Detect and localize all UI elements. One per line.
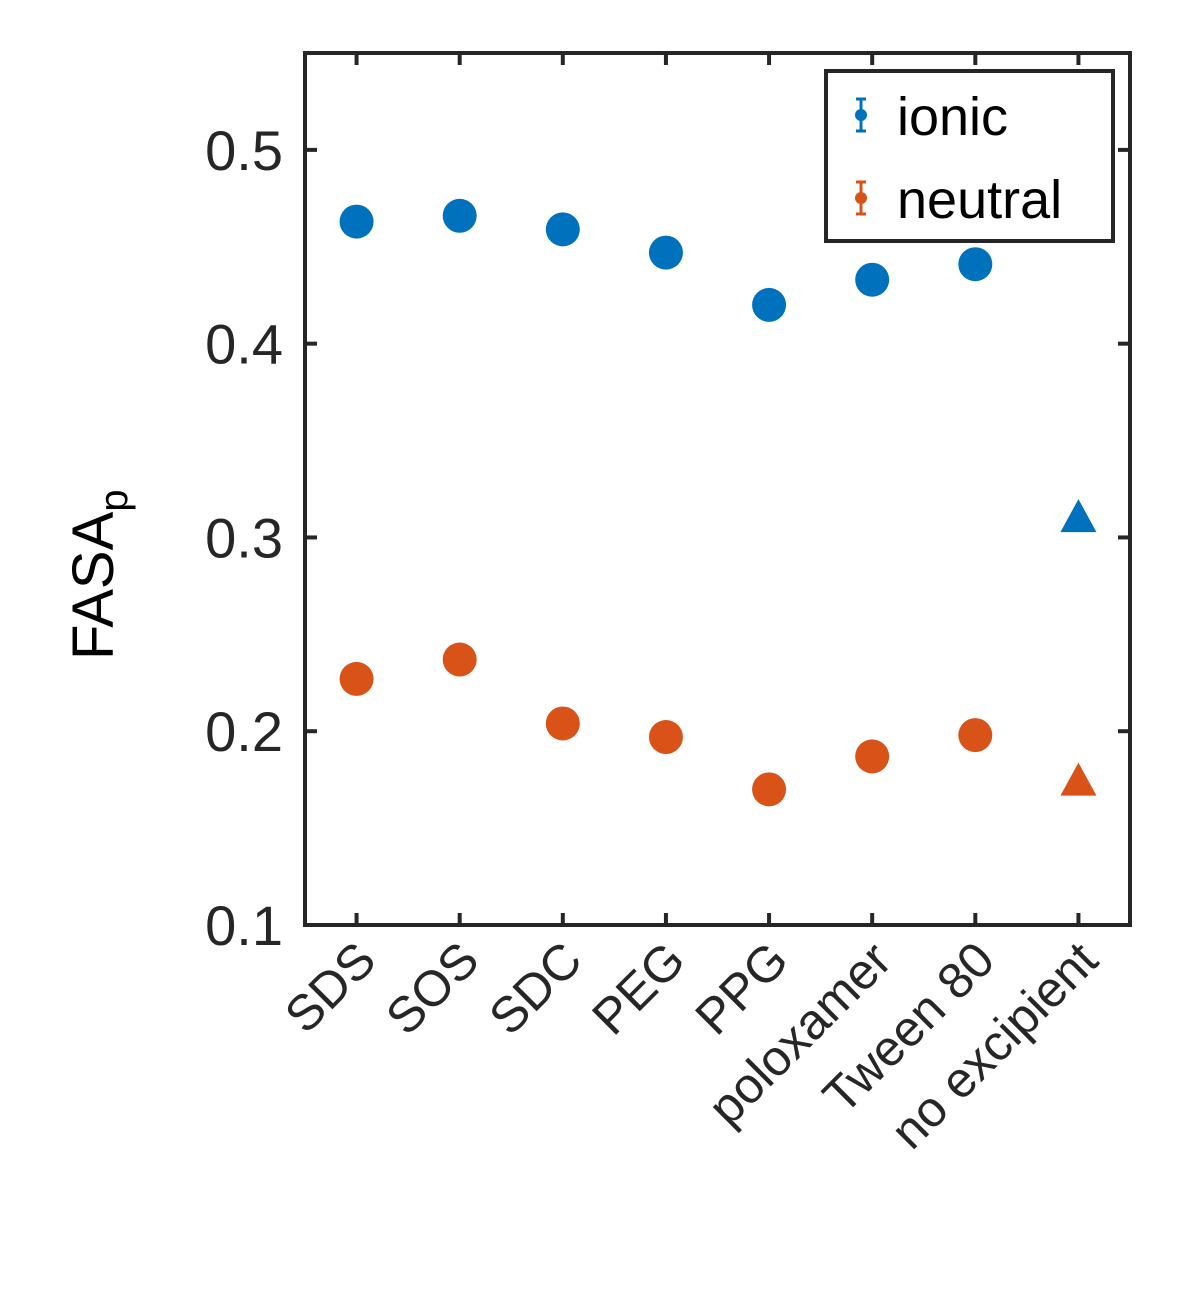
- ionic-point-sdc: [545, 212, 580, 247]
- neutral-point-tween-80: [958, 718, 993, 753]
- data-marks: [339, 198, 1097, 807]
- legend: ionic neutral: [824, 69, 1115, 243]
- legend-label-ionic: ionic: [897, 87, 1008, 147]
- neutral-point-no-excipient: [1060, 762, 1097, 796]
- legend-marker-icon: [855, 109, 867, 121]
- legend-label-neutral: neutral: [897, 170, 1062, 230]
- y-tick-label: 0.3: [205, 506, 283, 569]
- x-tick-label: PEG: [581, 931, 695, 1045]
- ionic-point-no-excipient: [1060, 499, 1097, 533]
- neutral-point-sos: [442, 642, 477, 677]
- x-tick-label: SDS: [274, 931, 386, 1043]
- y-axis-label-subscript: p: [92, 489, 136, 511]
- neutral-point-poloxamer: [855, 739, 890, 774]
- ionic-point-ppg: [752, 287, 787, 322]
- x-tick-label: SDC: [478, 931, 592, 1045]
- x-tick-label: SOS: [375, 931, 489, 1045]
- y-axis-label: FASAp: [61, 489, 136, 660]
- plot-frame: [303, 51, 1132, 927]
- ionic-point-poloxamer: [855, 262, 890, 297]
- legend-box: [824, 69, 1115, 243]
- ionic-point-tween-80: [958, 247, 993, 282]
- neutral-point-ppg: [752, 772, 787, 807]
- ionic-point-sos: [442, 198, 477, 233]
- y-tick-label: 0.1: [205, 894, 283, 957]
- ionic-point-sds: [339, 204, 374, 239]
- legend-marker-icon: [855, 192, 867, 204]
- neutral-point-peg: [648, 720, 683, 755]
- ionic-point-peg: [648, 235, 683, 270]
- y-tick-label: 0.2: [205, 700, 283, 763]
- y-tick-label: 0.5: [205, 119, 283, 182]
- y-tick-label: 0.4: [205, 313, 283, 376]
- neutral-point-sdc: [545, 706, 580, 741]
- neutral-point-sds: [339, 661, 374, 696]
